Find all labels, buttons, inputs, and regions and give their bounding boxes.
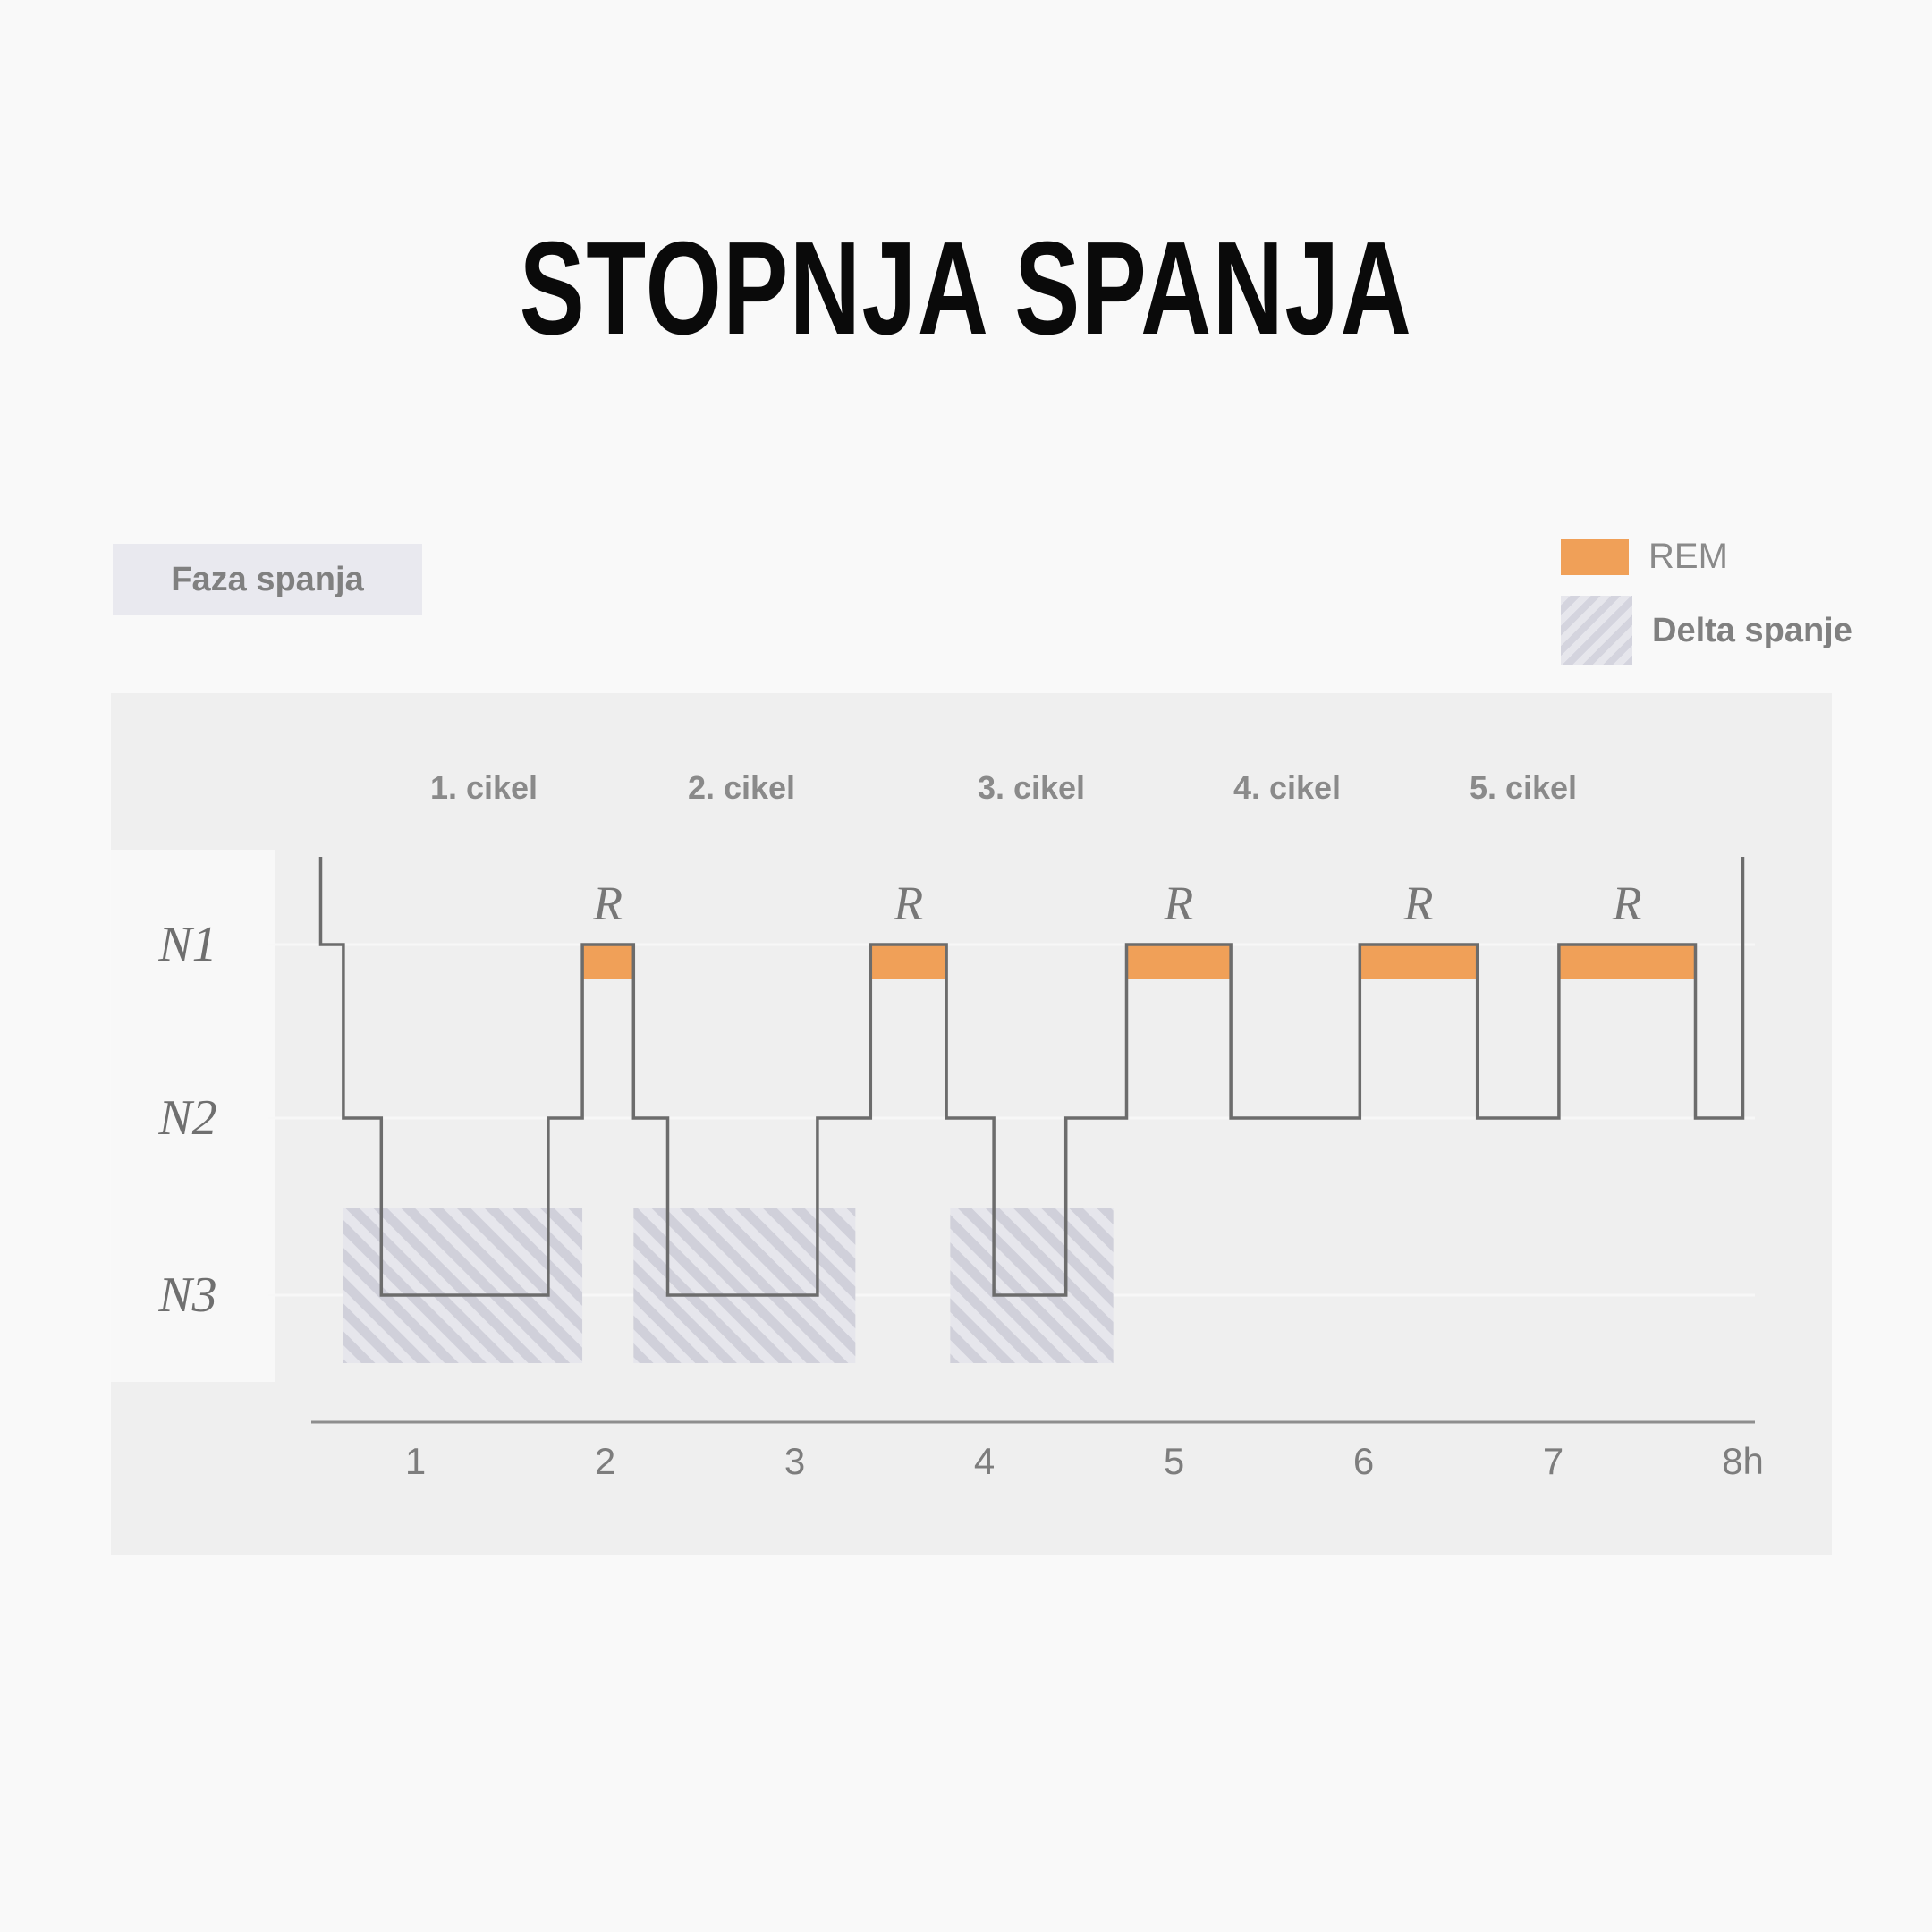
cycle-label-2: 2. cikel xyxy=(688,769,795,806)
rem-bar-1 xyxy=(582,945,634,979)
cycle-label-4: 4. cikel xyxy=(1233,769,1341,806)
legend-swatch-delta xyxy=(1561,596,1632,665)
rem-bars xyxy=(582,945,1696,979)
cycle-label-5: 5. cikel xyxy=(1470,769,1577,806)
legend-item-rem: REM xyxy=(1561,537,1728,577)
delta-region-3 xyxy=(950,1208,1114,1363)
rem-bar-3 xyxy=(1126,945,1232,979)
y-axis-title-box: Faza spanja xyxy=(113,544,422,615)
rem-marker-5: R xyxy=(1612,877,1642,930)
y-axis-label-panel xyxy=(111,850,275,1382)
legend-item-delta: Delta spanje xyxy=(1561,596,1852,665)
x-tick-label-7: 7 xyxy=(1543,1440,1563,1482)
page-title: STOPNJA SPANJA xyxy=(519,215,1413,362)
legend-label-rem: REM xyxy=(1648,537,1728,576)
cycle-label-3: 3. cikel xyxy=(978,769,1085,806)
rem-bar-5 xyxy=(1558,945,1696,979)
delta-region-1 xyxy=(343,1208,583,1363)
cycle-label-1: 1. cikel xyxy=(430,769,538,806)
x-tick-label-8: 8h xyxy=(1722,1440,1764,1482)
y-category-label-n3: N3 xyxy=(157,1267,216,1323)
chart-labels: R R R R R N1 N2 N3 1. cikel 2. cikel 3. cikel 4. ci… xyxy=(157,769,1641,1323)
x-tick-label-4: 4 xyxy=(974,1440,995,1482)
y-category-label-n2: N2 xyxy=(157,1090,216,1146)
rem-marker-4: R xyxy=(1402,877,1433,930)
rem-marker-3: R xyxy=(1163,877,1193,930)
legend-label-delta: Delta spanje xyxy=(1652,611,1852,649)
rem-marker-1: R xyxy=(592,877,623,930)
x-tick-label-3: 3 xyxy=(784,1440,805,1482)
x-tick-label-6: 6 xyxy=(1353,1440,1374,1482)
chart-panel xyxy=(111,693,1832,1555)
x-axis: 1 2 3 4 5 6 7 8h xyxy=(311,1420,1764,1482)
hypnogram-series xyxy=(318,857,1745,1297)
legend-swatch-rem xyxy=(1561,538,1629,575)
x-tick-label-5: 5 xyxy=(1164,1440,1184,1482)
y-category-label-n1: N1 xyxy=(157,917,216,972)
rem-marker-2: R xyxy=(893,877,923,930)
rem-bar-4 xyxy=(1360,945,1478,979)
rem-bar-2 xyxy=(870,945,947,979)
x-tick-label-1: 1 xyxy=(405,1440,426,1482)
hypnogram-line xyxy=(318,857,1745,1297)
y-axis-title: Faza spanja xyxy=(171,560,364,598)
delta-sleep-regions xyxy=(343,1208,1114,1363)
x-tick-label-2: 2 xyxy=(595,1440,615,1482)
